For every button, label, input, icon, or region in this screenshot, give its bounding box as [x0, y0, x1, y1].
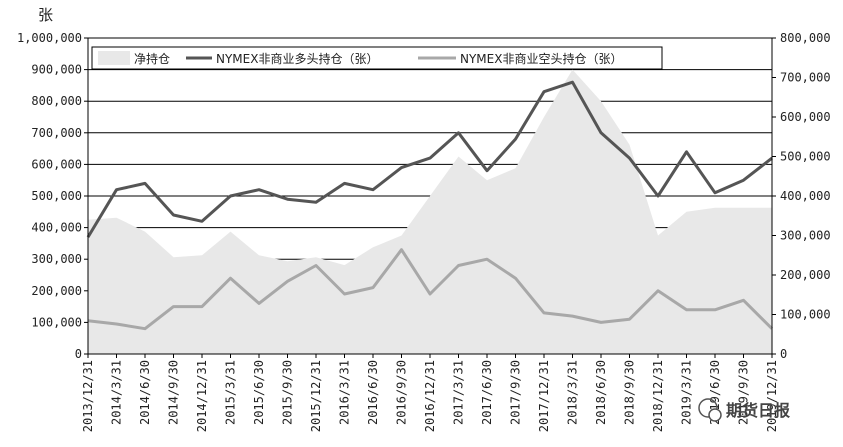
left-tick-label: 1,000,000 [17, 31, 82, 45]
right-tick-label: 600,000 [780, 110, 831, 124]
right-tick-label: 300,000 [780, 229, 831, 243]
legend-swatch-net [98, 51, 130, 65]
series-area-net [88, 69, 772, 354]
x-tick-label: 2014/6/30 [138, 360, 152, 425]
right-tick-label: 700,000 [780, 71, 831, 85]
x-tick-label: 2018/6/30 [594, 360, 608, 425]
series-lines [86, 80, 774, 331]
legend: 净持仓 NYMEX非商业多头持仓（张） NYMEX非商业空头持仓（张） [91, 46, 663, 70]
x-tick-label: 2019/9/30 [737, 360, 751, 425]
x-tick-label: 2014/9/30 [167, 360, 181, 425]
legend-label-short: NYMEX非商业空头持仓（张） [460, 51, 622, 66]
x-axis-ticks: 2013/12/31 2014/3/31 2014/6/30 2014/9/30 201… [81, 354, 779, 432]
left-tick-label: 0 [75, 347, 82, 361]
watermark-icon-inner [708, 408, 722, 422]
left-tick-label: 200,000 [31, 284, 82, 298]
right-tick-label: 400,000 [780, 189, 831, 203]
x-tick-label: 2015/9/30 [281, 360, 295, 425]
unit-label: 张 [38, 6, 53, 24]
net-position-area [88, 69, 772, 354]
legend-label-net: 净持仓 [134, 51, 170, 66]
left-tick-label: 700,000 [31, 126, 82, 140]
x-tick-label: 2015/3/31 [224, 360, 238, 425]
right-tick-label: 100,000 [780, 308, 831, 322]
left-tick-label: 500,000 [31, 189, 82, 203]
left-tick-label: 900,000 [31, 63, 82, 77]
x-tick-label: 2018/9/30 [623, 360, 637, 425]
left-tick-label: 300,000 [31, 252, 82, 266]
right-tick-label: 800,000 [780, 31, 831, 45]
x-tick-label: 2016/3/31 [338, 360, 352, 425]
watermark: 期货日报 [698, 398, 790, 422]
x-tick-label: 2017/3/31 [452, 360, 466, 425]
left-tick-label: 600,000 [31, 157, 82, 171]
right-axis-ticks: 800,000 700,000 600,000 500,000 400,000 300,0… [772, 31, 831, 361]
x-tick-label: 2018/12/31 [651, 360, 665, 432]
watermark-icon [698, 398, 718, 418]
right-tick-label: 500,000 [780, 150, 831, 164]
left-tick-label: 400,000 [31, 221, 82, 235]
x-tick-label: 2016/6/30 [366, 360, 380, 425]
x-tick-label: 2018/3/31 [566, 360, 580, 425]
legend-box [91, 46, 663, 70]
x-tick-label: 2014/12/31 [195, 360, 209, 432]
x-tick-label: 2015/12/31 [309, 360, 323, 432]
left-tick-label: 100,000 [31, 315, 82, 329]
x-tick-label: 2019/3/31 [680, 360, 694, 425]
legend-label-long: NYMEX非商业多头持仓（张） [216, 51, 378, 66]
right-tick-label: 0 [780, 347, 787, 361]
x-tick-label: 2017/9/30 [509, 360, 523, 425]
left-axis-ticks: 1,000,000 900,000 800,000 700,000 600,000 500… [17, 31, 88, 361]
series-line-long [86, 80, 773, 238]
x-tick-label: 2017/12/31 [537, 360, 551, 432]
x-tick-label: 2014/3/31 [110, 360, 124, 425]
x-tick-label: 2015/6/30 [252, 360, 266, 425]
x-tick-label: 2019/6/30 [708, 360, 722, 425]
left-tick-label: 800,000 [31, 94, 82, 108]
right-tick-label: 200,000 [780, 268, 831, 282]
x-tick-label: 2016/9/30 [395, 360, 409, 425]
x-tick-label: 2017/6/30 [480, 360, 494, 425]
series-line-short [87, 248, 774, 331]
x-tick-label: 2019/12/31 [765, 360, 779, 432]
x-tick-label: 2016/12/31 [423, 360, 437, 432]
watermark-text: 期货日报 [726, 401, 790, 420]
x-tick-label: 2013/12/31 [81, 360, 95, 432]
